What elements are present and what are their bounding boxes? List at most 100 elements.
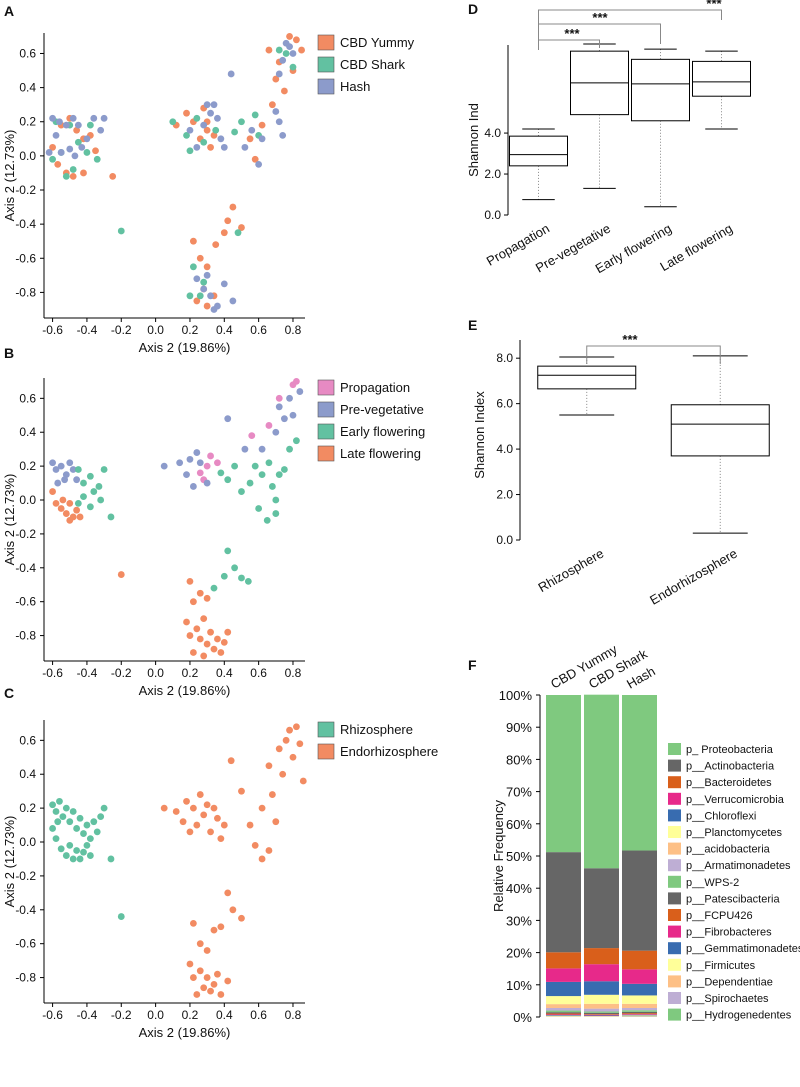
legend-swatch	[668, 1008, 681, 1021]
point-rhizosphere	[49, 825, 56, 832]
point-endorhizosphere	[207, 987, 214, 995]
point-endorhizosphere	[282, 736, 290, 744]
bar-segment-p-gemmatimonadetes	[584, 1015, 619, 1017]
legend-swatch	[668, 909, 681, 921]
legend-label: p__WPS-2	[686, 877, 739, 889]
point-late-flowering	[189, 649, 197, 656]
y-tick-label: 30%	[506, 913, 532, 928]
scatter-panel-b: -0.6 -0.4 -0.2 0.0 0.2 0.4 0.6 0.8 0.6 0.4 0.2 0.0 -…	[2, 377, 425, 698]
bar-segment-p-proteobacteria	[622, 695, 657, 851]
bar-segment-p-fibrobacteres	[584, 1014, 619, 1016]
point-endorhizosphere	[214, 970, 221, 978]
point-late-flowering	[203, 594, 211, 602]
boxplot-panel-e: 8.0 6.0 4.0 2.0 0.0 Shannon Index Rhizosphere E…	[472, 332, 770, 608]
legend-label: p__Planctomycetes	[686, 827, 782, 839]
point-pre-vegetative	[196, 459, 204, 467]
point-cbd-shark	[251, 111, 259, 119]
point-pre-vegetative	[73, 476, 81, 484]
point-endorhizosphere	[186, 960, 194, 968]
x-tick-label: 0.4	[216, 1008, 233, 1022]
point-late-flowering	[49, 488, 56, 495]
x-tick-label: -0.6	[42, 1008, 63, 1022]
bar-segment-p-fibrobacteres	[546, 1014, 581, 1016]
point-cbd-shark	[74, 138, 82, 146]
point-cbd-yummy	[109, 172, 117, 180]
point-cbd-yummy	[268, 101, 276, 109]
point-hash	[275, 118, 283, 126]
legend-swatch	[668, 992, 681, 1004]
panel-label-d: D	[468, 1, 478, 17]
point-cbd-yummy	[203, 126, 211, 134]
point-early-flowering	[86, 503, 94, 511]
stacked-bar-panel-f: 100% 90% 80% 70% 60% 50% 40% 30% 20% 10% 0% Relativ…	[491, 641, 800, 1025]
point-late-flowering	[196, 635, 204, 643]
legend-swatch	[668, 975, 681, 988]
point-endorhizosphere	[258, 855, 266, 863]
point-early-flowering	[100, 466, 108, 473]
legend-label: p__Firmicutes	[686, 960, 756, 972]
x-tick-label: -0.4	[77, 1008, 98, 1022]
point-propagation	[275, 394, 283, 402]
significance-label: ***	[592, 10, 608, 25]
point-hash	[258, 135, 266, 143]
point-early-flowering	[275, 471, 283, 478]
point-cbd-shark	[83, 149, 91, 156]
legend-swatch	[317, 379, 335, 396]
x-tick-label: 0.6	[250, 1008, 267, 1022]
point-rhizosphere	[66, 818, 74, 826]
x-tick-label: -0.6	[42, 666, 63, 680]
bar-segment-p-fcpu426	[584, 1014, 619, 1015]
bar-segment-p-verrucomicrobia	[584, 964, 619, 982]
point-pre-vegetative	[57, 462, 65, 470]
x-tick-label: 0.6	[250, 323, 267, 337]
bar-segment-p-chloroflexi	[622, 983, 657, 996]
y-axis-title: Axis 2 (12.73%)	[2, 816, 17, 908]
point-late-flowering	[117, 571, 125, 578]
point-hash	[62, 121, 70, 129]
point-endorhizosphere	[214, 814, 221, 822]
point-early-flowering	[95, 483, 103, 490]
point-propagation	[214, 459, 221, 467]
box-endorhizosphere	[670, 404, 770, 457]
bar-segment-p-armatimonadetes	[584, 1008, 619, 1012]
point-pre-vegetative	[189, 483, 197, 490]
point-cbd-shark	[186, 147, 194, 155]
legend-swatch	[668, 842, 681, 855]
point-late-flowering	[203, 640, 211, 648]
point-propagation	[293, 377, 300, 385]
y-tick-label: -0.8	[15, 629, 36, 643]
point-endorhizosphere	[238, 787, 245, 795]
point-endorhizosphere	[251, 842, 259, 849]
point-early-flowering	[268, 483, 276, 490]
point-pre-vegetative	[275, 403, 283, 411]
point-cbd-shark	[186, 292, 194, 300]
legend-swatch	[668, 759, 681, 772]
legend-label: Hash	[340, 79, 370, 94]
y-axis-title: Axis 2 (12.73%)	[2, 130, 17, 222]
bar-segment-p-actinobacteria	[546, 852, 581, 953]
point-cbd-shark	[196, 292, 204, 300]
point-endorhizosphere	[193, 991, 201, 998]
point-early-flowering	[80, 493, 87, 501]
significance-bracket	[586, 345, 721, 364]
y-axis-title: Shannon Ind	[466, 103, 481, 177]
point-cbd-shark	[193, 114, 201, 122]
point-early-flowering	[74, 500, 82, 507]
point-pre-vegetative	[258, 445, 266, 453]
x-tick-label: 0.4	[216, 323, 233, 337]
point-endorhizosphere	[227, 757, 235, 765]
legend-label: p__Spirochaetes	[686, 993, 769, 1005]
point-endorhizosphere	[196, 967, 204, 975]
point-cbd-shark	[93, 155, 101, 163]
x-tick-label: -0.4	[77, 666, 98, 680]
point-endorhizosphere	[210, 980, 218, 988]
bar-segment-p-firmicutes	[622, 1015, 657, 1017]
point-endorhizosphere	[160, 804, 168, 812]
point-early-flowering	[246, 479, 254, 487]
point-hash	[282, 39, 290, 47]
point-pre-vegetative	[203, 479, 211, 487]
point-late-flowering	[217, 649, 225, 656]
point-rhizosphere	[56, 797, 63, 805]
y-tick-label: -0.8	[15, 971, 36, 985]
panel-label-f: F	[468, 657, 477, 673]
